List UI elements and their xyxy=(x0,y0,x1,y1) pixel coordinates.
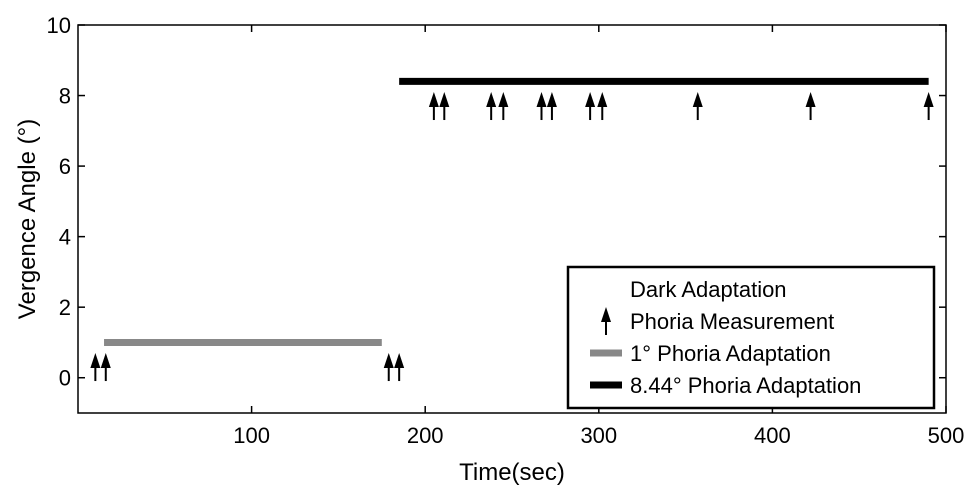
phoria-measurement-arrow xyxy=(100,353,111,382)
phoria-measurement-arrow xyxy=(692,92,703,121)
legend-label: 8.44° Phoria Adaptation xyxy=(630,373,861,398)
y-tick-label: 4 xyxy=(59,225,71,250)
phoria-measurement-arrow xyxy=(536,92,547,121)
x-tick-label: 300 xyxy=(580,423,617,448)
phoria-measurement-arrow xyxy=(394,353,405,382)
x-tick-label: 200 xyxy=(407,423,444,448)
legend-label: 1° Phoria Adaptation xyxy=(630,341,831,366)
y-tick-label: 8 xyxy=(59,84,71,109)
phoria-measurement-arrow xyxy=(439,92,450,121)
phoria-measurement-arrow xyxy=(90,353,101,382)
x-tick-label: 500 xyxy=(928,423,965,448)
y-axis-label: Vergence Angle (°) xyxy=(14,119,41,319)
phoria-measurement-arrow xyxy=(546,92,557,121)
legend-label: Dark Adaptation xyxy=(630,277,787,302)
y-tick-label: 10 xyxy=(47,13,71,38)
phoria-measurement-arrow xyxy=(383,353,394,382)
phoria-measurement-arrow xyxy=(923,92,934,121)
legend-box xyxy=(566,265,936,410)
phoria-measurement-arrow xyxy=(428,92,439,121)
x-axis-label: Time(sec) xyxy=(459,459,565,486)
y-tick-label: 2 xyxy=(59,295,71,320)
legend-arrow-icon xyxy=(601,307,611,335)
phoria-measurement-arrow xyxy=(585,92,596,121)
phoria-measurement-arrow xyxy=(486,92,497,121)
phoria-measurement-arrow xyxy=(498,92,509,121)
x-tick-label: 100 xyxy=(233,423,270,448)
phoria-measurement-arrow xyxy=(597,92,608,121)
legend: Dark Adaptation Phoria Measurement 1° Phor… xyxy=(566,265,936,410)
y-tick-label: 0 xyxy=(59,366,71,391)
x-tick-label: 400 xyxy=(754,423,791,448)
legend-label: Phoria Measurement xyxy=(630,309,834,334)
y-tick-label: 6 xyxy=(59,154,71,179)
phoria-measurement-arrow xyxy=(805,92,816,121)
